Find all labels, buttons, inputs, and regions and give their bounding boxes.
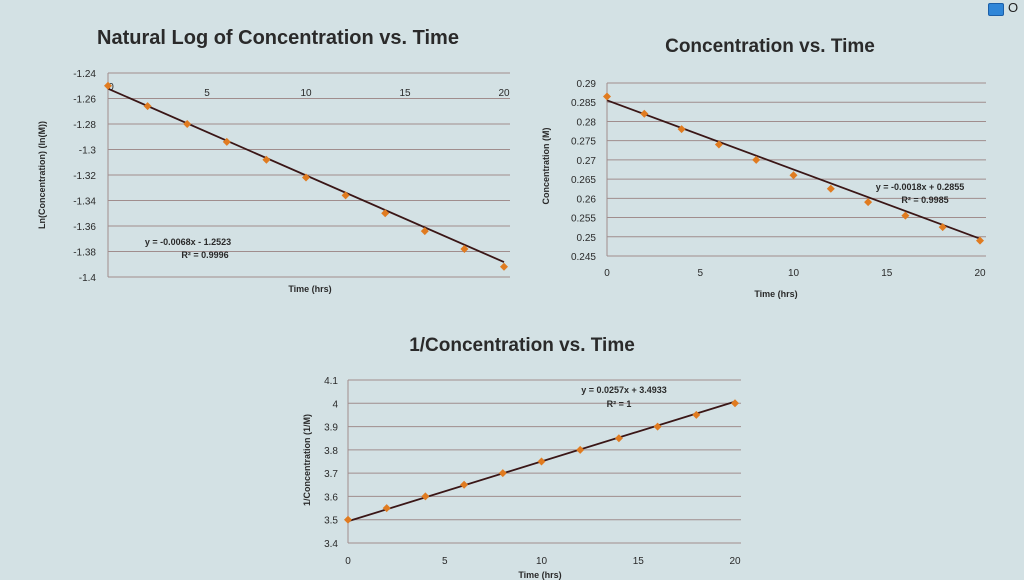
y-tick-label: -1.32: [73, 171, 96, 182]
data-point: [302, 173, 310, 182]
x-axis-label: Time (hrs): [288, 284, 331, 294]
y-tick-label: -1.28: [73, 120, 96, 131]
data-point: [344, 515, 352, 524]
y-tick-label: 0.245: [571, 252, 596, 263]
y-tick-label: -1.24: [73, 69, 96, 80]
y-tick-label: 4.1: [324, 376, 338, 387]
y-tick-label: 0.29: [577, 79, 597, 90]
y-tick-label: -1.36: [73, 222, 96, 233]
data-point: [498, 469, 507, 478]
data-point: [714, 140, 723, 149]
y-tick-label: -1.3: [79, 146, 97, 157]
data-point: [262, 155, 271, 164]
y-tick-label: 3.8: [324, 446, 338, 457]
x-tick-label: 20: [974, 268, 986, 279]
y-tick-label: 3.6: [324, 492, 338, 503]
chart-2: Concentration vs. Time0.290.2850.280.275…: [541, 36, 986, 299]
data-point: [752, 155, 761, 164]
y-axis-label: Concentration (M): [541, 128, 551, 205]
data-point: [222, 137, 231, 146]
data-point: [382, 504, 391, 513]
data-point: [500, 262, 508, 271]
y-tick-label: 0.25: [577, 233, 597, 244]
data-point: [789, 171, 798, 180]
data-point: [576, 445, 585, 454]
y-tick-label: 0.27: [577, 156, 597, 167]
data-point: [976, 236, 984, 245]
folder-label[interactable]: O: [1008, 0, 1019, 15]
data-point: [692, 410, 701, 419]
x-tick-label: 10: [788, 268, 800, 279]
data-point: [864, 198, 873, 207]
x-tick-label: 5: [204, 88, 210, 99]
x-tick-label: 0: [345, 556, 351, 567]
trendline-r-squared: R² = 0.9996: [181, 250, 228, 260]
x-tick-label: 15: [881, 268, 893, 279]
x-tick-label: 10: [536, 556, 548, 567]
y-axis-label: 1/Concentration (1/M): [302, 414, 312, 506]
data-point: [901, 211, 910, 220]
y-tick-label: 0.28: [577, 117, 597, 128]
y-tick-label: 0.265: [571, 175, 596, 186]
chart-title: Natural Log of Concentration vs. Time: [97, 27, 459, 49]
y-tick-label: 0.26: [577, 194, 597, 205]
chart-title: Concentration vs. Time: [665, 36, 875, 57]
trendline-r-squared: R² = 1: [607, 399, 632, 409]
data-point: [183, 120, 192, 128]
trendline: [606, 99, 981, 240]
y-tick-label: 0.285: [571, 98, 596, 109]
y-tick-label: -1.4: [79, 273, 97, 284]
x-tick-label: 5: [697, 268, 703, 279]
data-point: [653, 422, 662, 431]
data-point: [143, 102, 152, 111]
data-point: [420, 227, 429, 236]
folder-icon[interactable]: [988, 3, 1004, 16]
x-tick-label: 10: [300, 88, 312, 99]
data-point: [731, 399, 739, 408]
x-tick-label: 20: [729, 556, 741, 567]
x-tick-label: 0: [108, 82, 114, 93]
y-tick-label: 4: [332, 399, 338, 410]
y-tick-label: -1.38: [73, 248, 96, 259]
y-tick-label: 0.275: [571, 137, 596, 148]
data-point: [677, 125, 686, 134]
chart-3: 1/Concentration vs. Time 4.1 4 3.9 3.8 3.7 3.6…: [302, 335, 741, 580]
x-tick-label: 15: [399, 88, 411, 99]
x-tick-label: 15: [633, 556, 645, 567]
y-tick-label: 3.4: [324, 539, 338, 550]
data-point: [938, 223, 947, 232]
data-point: [603, 92, 611, 101]
data-point: [826, 184, 835, 193]
trendline-equation: y = -0.0068x - 1.2523: [145, 237, 231, 247]
chart-1: Natural Log of Concentration vs. Time -1.…: [37, 27, 510, 294]
data-point: [460, 480, 469, 489]
y-tick-label: 3.5: [324, 516, 338, 527]
data-point: [381, 209, 390, 218]
data-point: [421, 492, 430, 501]
y-tick-label: -1.26: [73, 95, 96, 106]
data-point: [537, 457, 546, 466]
data-point: [341, 191, 350, 200]
trendline-r-squared: R² = 0.9985: [901, 195, 948, 205]
x-tick-label: 20: [498, 88, 510, 99]
trendline-equation: y = -0.0018x + 0.2855: [876, 182, 965, 192]
x-tick-label: 5: [442, 556, 448, 567]
trendline-equation: y = 0.0257x + 3.4933: [581, 385, 667, 395]
data-point: [104, 81, 112, 90]
y-tick-label: 0.255: [571, 214, 596, 225]
data-point: [614, 434, 623, 443]
x-tick-label: 0: [604, 268, 610, 279]
y-axis-label: Ln(Concentration) (ln(M)): [37, 121, 47, 229]
x-axis-label: Time (hrs): [754, 289, 797, 299]
data-point: [460, 244, 469, 253]
y-tick-label: -1.34: [73, 197, 96, 208]
y-tick-label: 3.9: [324, 423, 338, 434]
y-tick-label: 3.7: [324, 469, 338, 480]
x-axis-label: Time (hrs): [518, 570, 561, 580]
chart-title: 1/Concentration vs. Time: [409, 335, 635, 356]
data-point: [640, 109, 649, 118]
